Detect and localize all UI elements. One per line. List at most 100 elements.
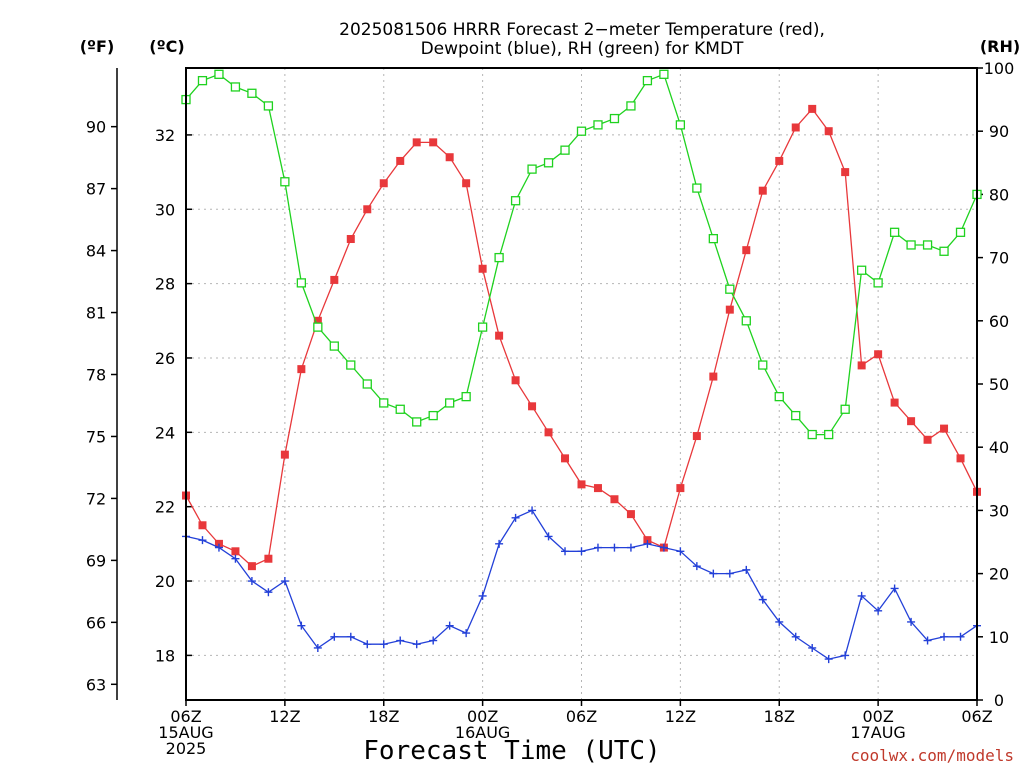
temperature-point: [923, 435, 932, 444]
x-tick-label: 2025: [166, 739, 207, 758]
dewpoint-point: [824, 655, 833, 664]
x-tick-label: 18Z: [764, 707, 795, 726]
celsius-tick-label: 24: [155, 423, 175, 442]
rh-point: [955, 227, 966, 237]
dewpoint-point: [725, 569, 734, 578]
fahrenheit-tick-label: 78: [86, 365, 106, 384]
fahrenheit-tick-label: 72: [86, 489, 106, 508]
temperature-point: [709, 372, 718, 381]
temperature-point: [330, 275, 339, 284]
rh-point: [329, 341, 339, 351]
rh-point: [906, 240, 916, 250]
temperature-point: [775, 156, 784, 165]
x-tick-label: 12Z: [665, 707, 696, 726]
dewpoint-point: [478, 591, 487, 600]
rh-point: [296, 278, 307, 288]
rh-tick-label: 80: [989, 185, 1009, 204]
dewpoint-point: [412, 640, 421, 649]
dewpoint-point: [462, 629, 471, 638]
rh-point: [197, 75, 208, 86]
rh-point: [593, 120, 603, 130]
rh-tick-label: 10: [989, 628, 1009, 647]
fahrenheit-tick-label: 63: [86, 675, 106, 694]
temperature-point: [791, 123, 800, 132]
dewpoint-point: [445, 621, 454, 630]
dewpoint-point: [626, 543, 635, 552]
rh-point: [214, 69, 224, 79]
fahrenheit-tick-label: 69: [86, 551, 106, 570]
temperature-point: [890, 398, 899, 407]
dewpoint-point: [956, 632, 965, 641]
rh-point: [692, 183, 702, 193]
rh-point: [758, 360, 768, 370]
rh-point: [824, 429, 834, 440]
credit-text: coolwx.com/models: [850, 746, 1014, 765]
x-tick-label: 12Z: [269, 707, 300, 726]
temperature-point: [297, 365, 306, 374]
dewpoint-point: [775, 617, 784, 626]
rh-unit-label: (RH): [980, 37, 1020, 56]
celsius-unit-label: (ºC): [149, 37, 184, 56]
x-tick-label: 15AUG: [158, 723, 213, 742]
temperature-point: [577, 480, 586, 489]
rh-tick-label: 40: [989, 438, 1009, 457]
rh-point: [395, 404, 405, 414]
rh-tick-label: 60: [989, 312, 1009, 331]
rh-point: [922, 240, 933, 250]
temperature-point: [379, 179, 388, 188]
rh-point: [461, 391, 471, 402]
chart-title-line-1: 2025081506 HRRR Forecast 2−meter Tempera…: [339, 20, 825, 40]
dewpoint-point: [363, 640, 372, 649]
dewpoint-point: [528, 506, 537, 515]
dewpoint-point: [280, 577, 289, 586]
x-tick-label: 16AUG: [455, 723, 510, 742]
temperature-point: [544, 428, 553, 437]
temperature-point: [462, 179, 471, 188]
rh-point: [856, 265, 867, 275]
temperature-point: [725, 305, 734, 314]
temperature-point: [956, 454, 965, 463]
rh-point: [889, 227, 900, 237]
temperature-point: [478, 264, 487, 273]
fahrenheit-tick-label: 66: [86, 613, 106, 632]
rh-tick-label: 50: [989, 375, 1009, 394]
rh-point: [477, 322, 488, 332]
rh-point: [840, 404, 850, 414]
dewpoint-point: [198, 536, 207, 545]
dewpoint-point: [610, 543, 619, 552]
dewpoint-point: [907, 617, 916, 626]
dewpoint-point: [577, 547, 586, 556]
dewpoint-point: [214, 543, 223, 552]
dewpoint-point: [346, 632, 355, 641]
rh-point: [725, 284, 735, 294]
rh-point: [675, 120, 686, 130]
rh-point: [741, 316, 751, 326]
temperature-point: [363, 205, 372, 214]
temperature-point: [857, 361, 866, 370]
temperature-point: [346, 235, 355, 244]
celsius-tick-label: 26: [155, 349, 175, 368]
dewpoint-point: [874, 606, 883, 615]
rh-point: [642, 75, 653, 86]
rh-point: [510, 196, 521, 206]
x-tick-label: 00Z: [467, 707, 498, 726]
dewpoint-point: [791, 632, 800, 641]
dewpoint-point: [561, 547, 570, 556]
dewpoint-point: [231, 554, 240, 563]
rh-point: [379, 398, 389, 408]
temperature-point: [396, 156, 405, 165]
dewpoint-point: [758, 595, 767, 604]
x-axis-label: Forecast Time (UTC): [363, 736, 660, 766]
dewpoint-point: [643, 539, 652, 548]
rh-point: [939, 246, 949, 256]
rh-point: [708, 233, 718, 244]
fahrenheit-tick-label: 81: [86, 304, 106, 323]
dewpoint-point: [709, 569, 718, 578]
x-tick-label: 17AUG: [850, 723, 905, 742]
temperature-point: [313, 316, 322, 325]
rh-point: [626, 101, 636, 111]
rh-point: [230, 82, 241, 92]
celsius-tick-label: 18: [155, 646, 175, 665]
dewpoint-point: [247, 577, 256, 586]
